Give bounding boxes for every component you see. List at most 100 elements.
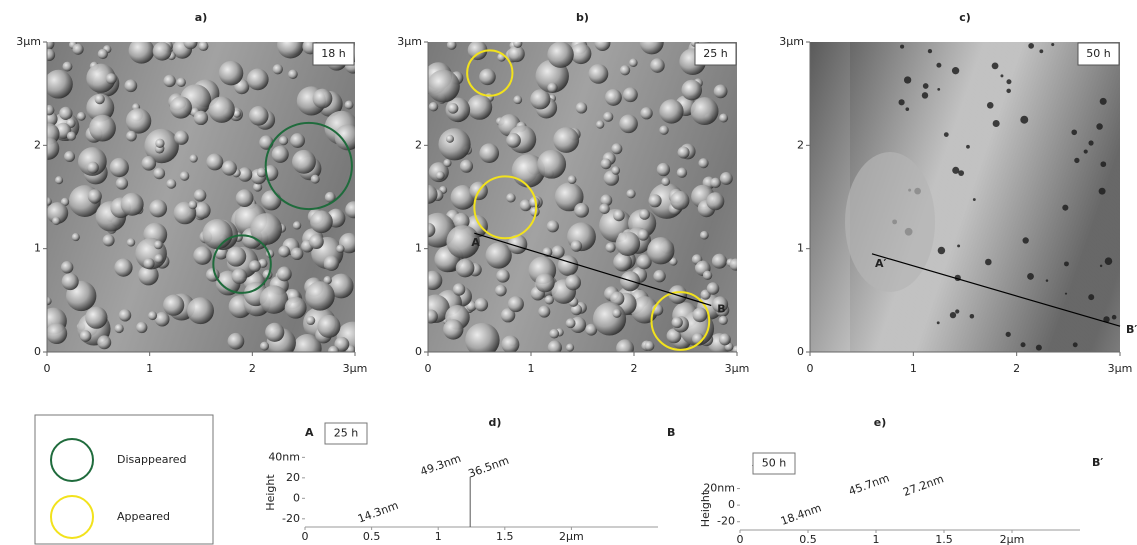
surface-grain (288, 69, 298, 79)
surface-grain (508, 46, 525, 63)
time-label: 18 h (321, 47, 345, 60)
surface-grain (712, 254, 727, 269)
height-annotation: 49.3nm (419, 452, 463, 479)
section-point-label: B (717, 303, 725, 316)
surface-grain (64, 151, 75, 162)
y-tick-label: 0 (34, 345, 41, 358)
surface-speck (900, 45, 904, 49)
x-tick-label: 0 (425, 362, 432, 375)
surface-grain (547, 83, 557, 93)
surface-grain (506, 193, 515, 202)
surface-grain (594, 35, 610, 51)
y-tick-label: 1 (34, 242, 41, 255)
surface-grain (345, 100, 354, 109)
surface-grain (219, 61, 243, 85)
surface-speck (966, 145, 970, 149)
y-tick-label: 40nm (268, 450, 300, 463)
profile-endpoint: A (305, 426, 314, 439)
height-annotation: 36.5nm (467, 454, 511, 481)
surface-grain (639, 209, 650, 220)
time-label: 50 h (1086, 47, 1110, 60)
surface-speck (1027, 273, 1034, 280)
surface-grain (568, 175, 577, 184)
surface-grain (180, 171, 190, 181)
surface-grain (475, 298, 489, 312)
surface-grain (629, 58, 638, 67)
y-tick-label: -20 (717, 515, 735, 528)
x-tick-label: 1 (146, 362, 153, 375)
surface-grain (153, 42, 172, 61)
surface-grain (574, 203, 589, 218)
surface-grain (448, 103, 459, 114)
x-tick-label: 0 (302, 530, 309, 543)
y-tick-label: 0 (293, 491, 300, 504)
surface-grain (513, 95, 522, 104)
surface-grain (714, 84, 728, 98)
surface-grain (311, 175, 320, 184)
surface-grain (436, 171, 445, 180)
surface-grain (693, 307, 708, 322)
surface-grain (447, 40, 457, 50)
y-tick-label: 0 (797, 345, 804, 358)
surface-grain (678, 146, 690, 158)
surface-speck (952, 167, 959, 174)
surface-grain (153, 168, 165, 180)
surface-grain (129, 38, 155, 64)
surface-speck (985, 259, 992, 266)
surface-grain (647, 237, 674, 264)
surface-grain (495, 285, 507, 297)
surface-grain (260, 285, 288, 313)
surface-speck (955, 309, 959, 313)
surface-grain (657, 163, 670, 176)
surface-grain (553, 127, 579, 153)
x-tick-label: 1.5 (496, 530, 514, 543)
surface-grain (189, 154, 197, 162)
section-point-label: A (471, 236, 480, 249)
x-tick-label: 1 (873, 533, 880, 545)
surface-grain (188, 201, 197, 210)
surface-grain (508, 296, 524, 312)
surface-grain (424, 309, 438, 323)
surface-grain (103, 234, 115, 246)
x-tick-label: 0 (737, 533, 744, 545)
surface-grain (698, 158, 708, 168)
surface-grain (305, 281, 334, 310)
surface-grain (87, 162, 99, 174)
height-annotation: 14.3nm (356, 499, 400, 526)
panel-title: c) (959, 11, 971, 24)
section-point-label: B′ (1126, 323, 1137, 336)
y-tick-label: 3μm (397, 35, 422, 48)
surface-speck (992, 62, 999, 69)
surface-speck (937, 88, 940, 91)
surface-grain (202, 219, 232, 249)
surface-speck (993, 120, 1000, 127)
surface-grain (611, 143, 622, 154)
y-tick-label: 20 (286, 471, 300, 484)
chart-title: e) (874, 416, 887, 429)
surface-grain (547, 220, 559, 232)
surface-grain (601, 158, 612, 169)
surface-grain (291, 247, 304, 260)
surface-speck (973, 198, 976, 201)
surface-grain (72, 233, 80, 241)
surface-grain (226, 246, 246, 266)
surface-grain (52, 217, 60, 225)
surface-speck (936, 63, 941, 68)
surface-grain (236, 189, 254, 207)
legend-label: Disappeared (117, 453, 187, 466)
surface-grain (324, 255, 339, 270)
y-axis-label: Height (699, 490, 712, 527)
surface-grain (706, 192, 724, 210)
surface-speck (905, 107, 909, 111)
surface-grain (446, 135, 454, 143)
surface-grain (720, 172, 733, 185)
surface-grain (681, 80, 702, 101)
surface-grain (719, 316, 728, 325)
surface-grain (42, 38, 54, 50)
surface-patch (845, 152, 935, 292)
surface-grain (116, 177, 128, 189)
surface-grain (427, 70, 460, 103)
surface-grain (194, 189, 207, 202)
surface-grain (292, 150, 316, 174)
surface-grain (677, 168, 687, 178)
